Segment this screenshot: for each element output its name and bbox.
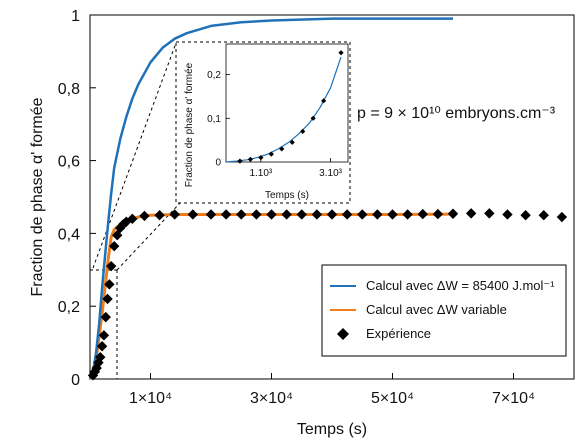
inset-experiment-data-point <box>300 128 306 135</box>
inset-experiment-data-point <box>321 98 327 104</box>
inset-y-tick-label: 0 <box>215 158 221 169</box>
experiment-data-point <box>98 330 110 341</box>
experiment-data-point <box>556 211 568 223</box>
y-tick-label: 0,6 <box>58 154 80 171</box>
experiment-data-point <box>402 209 413 220</box>
inset-y-axis-title: Fraction de phase α' formée <box>184 62 195 187</box>
experiment-data-point <box>95 351 106 363</box>
inset-experiment-data-point <box>338 50 344 56</box>
experiment-data-point <box>281 209 292 220</box>
inset-x-tick-label: 3.10³ <box>319 168 342 179</box>
experiment-data-point <box>102 293 113 305</box>
zoom-connector-upper <box>92 42 177 269</box>
experiment-data-point <box>187 209 199 220</box>
main-plot-frame <box>89 14 575 380</box>
inset-x-axis-title: Temps (s) <box>265 190 309 201</box>
experiment-data-point <box>447 208 459 219</box>
series-line-delta-w-fixed <box>88 17 453 380</box>
legend-box <box>321 264 567 357</box>
x-tick-label: 5×10⁴ <box>371 390 414 407</box>
y-axis-title: Fraction de phase α' formée <box>29 97 46 296</box>
experiment-data-point <box>105 260 117 272</box>
experiment-data-point <box>104 279 115 290</box>
experiment-data-point <box>154 210 165 221</box>
x-tick-label: 7×10⁴ <box>492 390 535 407</box>
experiment-data-point <box>326 209 338 220</box>
experiment-data-point <box>311 209 323 220</box>
legend-label-delta-w-fixed: Calcul avec ΔW = 85400 J.mol⁻¹ <box>366 278 555 293</box>
experiment-data-point <box>484 208 495 219</box>
experiment-data-point <box>127 213 138 225</box>
inset-y-tick-label: 0,2 <box>207 70 221 81</box>
y-tick-label: 0,4 <box>58 226 80 243</box>
inset-experiment-data-point <box>237 158 243 164</box>
experiment-data-point <box>100 311 111 323</box>
legend: Calcul avec ΔW = 85400 J.mol⁻¹ Calcul av… <box>321 264 567 357</box>
experiment-data-point <box>465 208 477 219</box>
experiment-data-point <box>236 209 247 220</box>
inset-x-tick-label: 1.10³ <box>249 168 272 179</box>
inset-y-tick-label: 0,1 <box>207 114 221 125</box>
experiment-data-point <box>112 230 123 241</box>
legend-label-delta-w-variable: Calcul avec ΔW variable <box>366 302 507 317</box>
x-tick-label: 3×10⁴ <box>250 390 293 407</box>
inset-experiment-data-point <box>258 155 264 161</box>
experiment-data-point <box>502 209 513 220</box>
experiment-data-point <box>538 210 549 221</box>
experiment-data-point <box>251 209 262 220</box>
x-tick-label: 1×10⁴ <box>129 390 172 407</box>
main-y-axis: 0 0,2 0,4 0,6 0,8 1 <box>58 8 96 389</box>
inset-experiment-data-point <box>279 146 285 152</box>
experiment-data-point <box>139 210 150 222</box>
experiment-data-point <box>96 341 108 352</box>
experiment-data-point <box>205 209 217 220</box>
inset-experiment-data-point <box>268 151 274 157</box>
inset-series-line <box>225 56 342 163</box>
experiment-data-point <box>296 209 307 220</box>
experiment-data-point <box>341 209 353 220</box>
experiment-data-point <box>520 210 531 221</box>
inset-experiment-data-point <box>310 115 316 121</box>
y-tick-label: 0,2 <box>58 299 80 316</box>
experiment-data-point <box>169 209 180 220</box>
experiment-data-point <box>417 208 428 220</box>
experiment-data-point <box>109 240 120 252</box>
inset-plot-frame <box>225 43 349 163</box>
inset-experiment-data-point <box>289 139 295 145</box>
legend-swatch-diamond-marker <box>337 328 349 340</box>
zoom-connector-lower <box>116 202 181 271</box>
experiment-data-point <box>387 209 398 220</box>
inset-experiment-data-point <box>247 156 253 162</box>
x-axis-title: Temps (s) <box>297 421 367 438</box>
legend-label-experience: Expérience <box>366 326 431 341</box>
experiment-data-point <box>220 209 232 220</box>
experiment-data-point <box>432 208 444 220</box>
inset-series-group <box>225 50 344 164</box>
y-tick-label: 0,8 <box>58 81 80 98</box>
experiment-data-point <box>266 209 277 220</box>
embryo-density-annotation: p = 9 × 10¹⁰ embryons.cm⁻³ <box>357 105 556 122</box>
inset-frame <box>175 41 351 204</box>
y-tick-label: 0 <box>71 372 80 389</box>
main-series-group <box>87 17 568 381</box>
main-x-axis: 1×10⁴ 3×10⁴ 5×10⁴ 7×10⁴ <box>129 373 535 407</box>
experiment-data-point <box>89 366 101 377</box>
y-tick-label: 1 <box>71 8 80 25</box>
experiment-data-point <box>115 222 126 234</box>
experiment-data-point <box>372 209 383 220</box>
experiment-data-point <box>357 209 368 220</box>
